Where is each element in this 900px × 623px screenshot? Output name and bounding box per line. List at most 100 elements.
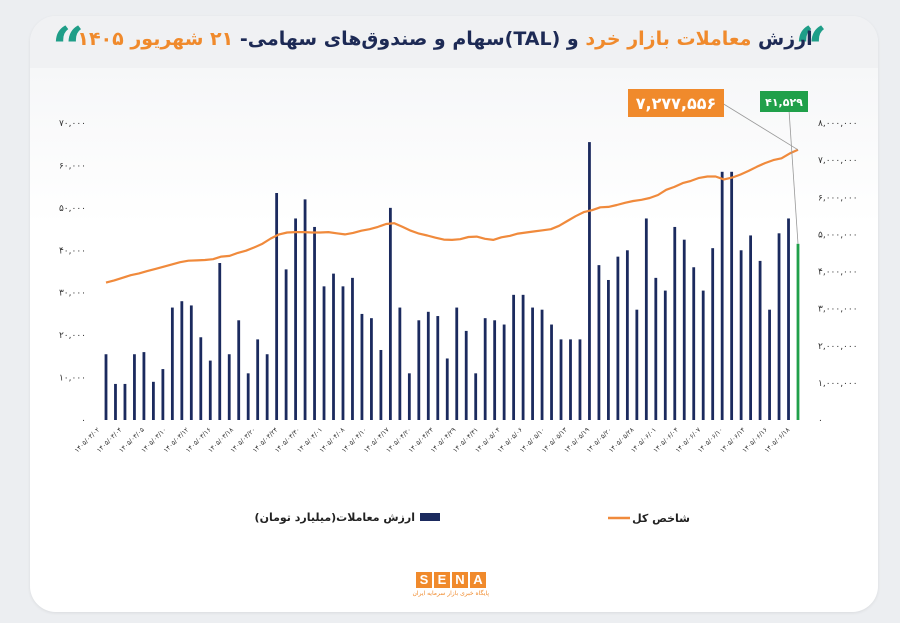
bar bbox=[237, 320, 241, 420]
bar bbox=[388, 207, 392, 420]
bar bbox=[426, 311, 430, 420]
bar bbox=[673, 226, 677, 420]
logo-letter: A bbox=[470, 572, 486, 588]
bar bbox=[578, 339, 582, 420]
bar bbox=[682, 239, 686, 420]
bar bbox=[114, 383, 117, 420]
right-axis-tick-label: ۴,۰۰۰,۰۰۰ bbox=[818, 268, 858, 278]
right-quote-icon: “ bbox=[795, 15, 828, 81]
right-axis-tick-label: ۰ bbox=[818, 416, 823, 426]
bar bbox=[474, 373, 478, 420]
right-axis-tick-label: ۸,۰۰۰,۰۰۰ bbox=[818, 119, 858, 129]
bar bbox=[455, 307, 459, 420]
left-axis-tick-label: ۶۰,۰۰۰ bbox=[59, 161, 86, 171]
bar bbox=[313, 226, 316, 420]
bar bbox=[796, 243, 800, 420]
bar bbox=[379, 349, 383, 420]
left-axis-tick-label: ۴۰,۰۰۰ bbox=[59, 246, 86, 256]
left-quote-icon: “ bbox=[52, 15, 85, 81]
bar bbox=[294, 218, 297, 420]
bar bbox=[322, 286, 326, 420]
bar bbox=[208, 360, 212, 420]
left-axis-tick-label: ۷۰,۰۰۰ bbox=[59, 119, 86, 129]
logo-letter: E bbox=[434, 572, 450, 588]
left-axis-tick-label: ۵۰,۰۰۰ bbox=[59, 204, 86, 214]
title-part-4: ۲۱ شهریور ۱۴۰۵ bbox=[77, 28, 234, 50]
bar bbox=[199, 337, 203, 420]
bar bbox=[142, 352, 146, 420]
bar bbox=[445, 358, 449, 420]
bar bbox=[161, 369, 165, 420]
bar bbox=[151, 381, 155, 420]
bar bbox=[521, 294, 525, 420]
bar bbox=[493, 320, 497, 420]
bar bbox=[332, 273, 335, 420]
index-callout-box bbox=[628, 89, 724, 117]
bar bbox=[180, 301, 184, 420]
bar bbox=[663, 290, 667, 420]
bar bbox=[417, 320, 421, 420]
bar bbox=[246, 373, 250, 420]
title-part-1: ارزش bbox=[758, 28, 813, 50]
legend-line-label: شاخص کل bbox=[632, 512, 690, 525]
bar bbox=[265, 354, 269, 420]
bar bbox=[104, 354, 108, 420]
bar bbox=[588, 142, 591, 421]
right-axis-tick-label: ۲,۰۰۰,۰۰۰ bbox=[818, 342, 858, 352]
legend-bars-swatch bbox=[420, 513, 440, 521]
bar bbox=[502, 324, 506, 420]
bar bbox=[275, 193, 279, 420]
index-callout-leader bbox=[721, 102, 799, 151]
bar bbox=[436, 316, 440, 420]
logo-letter: S bbox=[416, 572, 432, 588]
bar bbox=[123, 383, 127, 420]
bar bbox=[559, 339, 563, 420]
bar bbox=[531, 307, 534, 420]
left-axis-tick-label: ۲۰,۰۰۰ bbox=[59, 331, 86, 341]
bar bbox=[787, 218, 790, 420]
index-line bbox=[105, 148, 799, 284]
title-part-3: و (TAL)سهام و صندوق‌های سهامی- bbox=[239, 28, 579, 50]
bar bbox=[635, 309, 639, 420]
bar bbox=[483, 318, 487, 420]
bar bbox=[644, 218, 648, 420]
left-axis-tick-label: ۰ bbox=[81, 416, 86, 426]
bar bbox=[133, 354, 136, 420]
title-banner bbox=[30, 16, 878, 68]
bar bbox=[360, 313, 364, 420]
bar bbox=[398, 307, 402, 420]
bar bbox=[351, 277, 354, 420]
bar bbox=[701, 290, 705, 420]
legend-bars-label: ارزش معاملات(میلیارد تومان) bbox=[255, 511, 415, 524]
right-axis-tick-label: ۵,۰۰۰,۰۰۰ bbox=[818, 230, 858, 240]
bar bbox=[758, 260, 762, 420]
bar bbox=[189, 305, 193, 420]
bar bbox=[616, 256, 620, 420]
chart-title: ارزش معاملات بازار خرد و (TAL)سهام و صند… bbox=[77, 22, 812, 56]
bar bbox=[464, 330, 468, 420]
bar bbox=[607, 279, 610, 420]
left-axis-tick-label: ۳۰,۰۰۰ bbox=[59, 289, 86, 299]
bar bbox=[370, 318, 373, 420]
bar bbox=[720, 171, 724, 420]
bar-callout-box bbox=[760, 91, 808, 112]
bar-callout-label: ۴۱,۵۲۹ bbox=[765, 96, 803, 109]
bar bbox=[777, 233, 781, 420]
right-axis-tick-label: ۳,۰۰۰,۰۰۰ bbox=[818, 305, 858, 315]
bar-callout-leader bbox=[788, 109, 799, 244]
right-axis-tick-label: ۶,۰۰۰,۰۰۰ bbox=[818, 193, 858, 203]
bar bbox=[170, 307, 174, 420]
bar bbox=[692, 267, 696, 420]
bar bbox=[739, 250, 743, 420]
bar bbox=[284, 269, 288, 420]
bar bbox=[407, 373, 411, 420]
title-part-2: معاملات بازار خرد bbox=[585, 28, 752, 50]
bar bbox=[654, 277, 658, 420]
index-callout-label: ۷,۲۷۷,۵۵۶ bbox=[636, 94, 717, 113]
bar bbox=[749, 235, 753, 420]
bar bbox=[227, 354, 231, 420]
bar bbox=[625, 250, 629, 420]
bar bbox=[768, 309, 771, 420]
